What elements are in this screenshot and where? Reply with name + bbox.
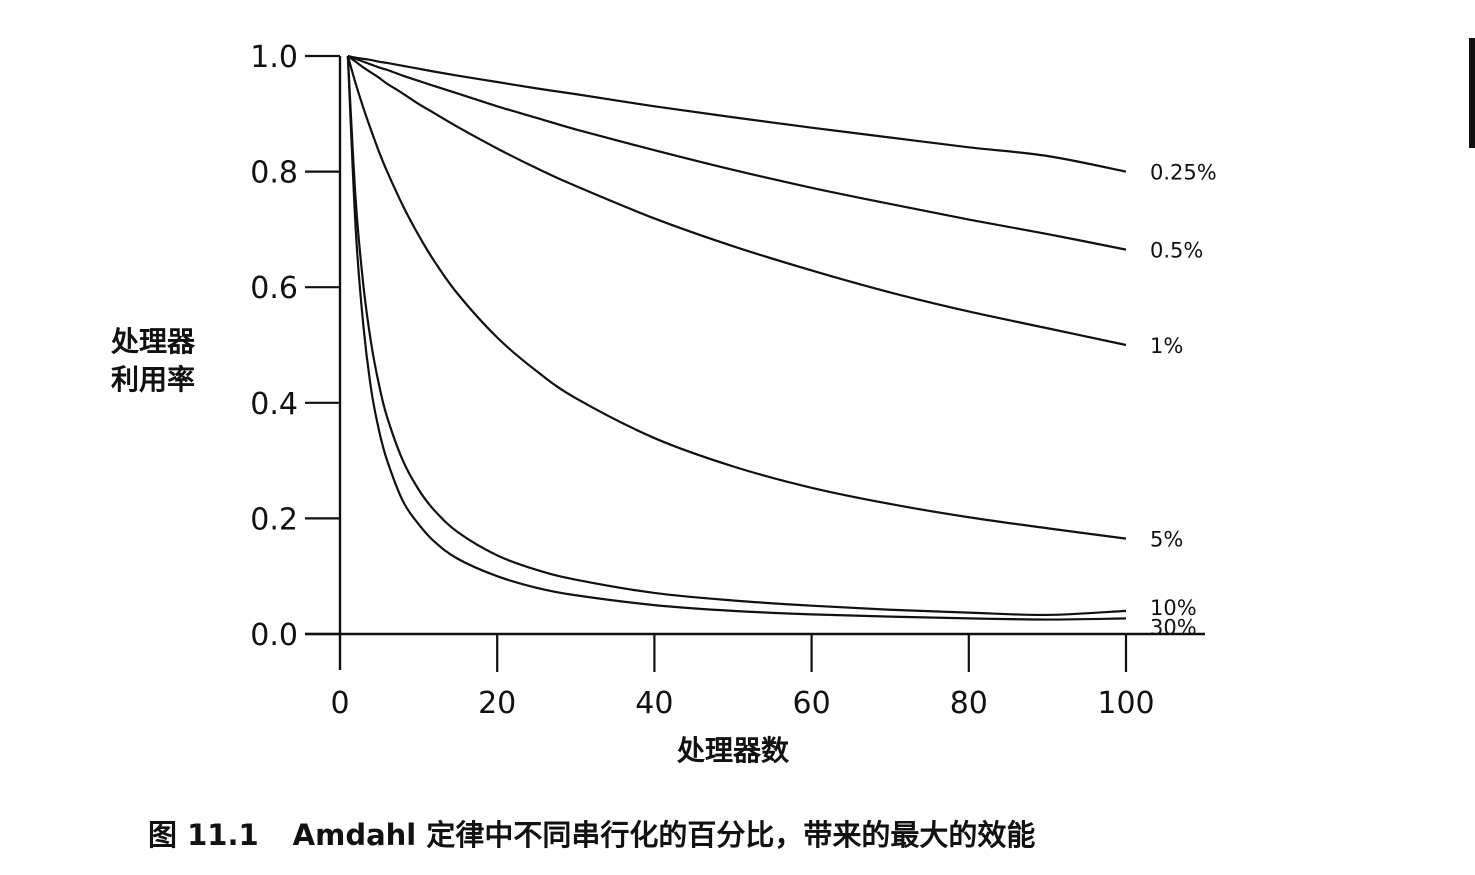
- series-label: 5%: [1150, 528, 1183, 552]
- x-tick-label: 60: [793, 686, 831, 721]
- y-tick-label: 0.4: [250, 387, 298, 422]
- caption-text: Amdahl 定律中不同串行化的百分比，带来的最大的效能: [292, 818, 1036, 852]
- x-tick-label: 20: [478, 686, 516, 721]
- series-label: 10%: [1150, 596, 1197, 620]
- series-curves: [346, 54, 1127, 621]
- scan-edge-mark: [1469, 38, 1475, 148]
- y-tick-label: 1.0: [250, 40, 298, 75]
- series-line-3: [347, 55, 1127, 347]
- series-label: 0.5%: [1150, 239, 1203, 263]
- x-tick-label: 0: [330, 686, 349, 721]
- figure-caption: 图 11.1 Amdahl 定律中不同串行化的百分比，带来的最大的效能: [148, 812, 1035, 856]
- caption-number: 图 11.1: [148, 818, 259, 852]
- x-tick-label: 100: [1097, 686, 1154, 721]
- series-label: 0.25%: [1150, 161, 1217, 185]
- x-ticks: 0 20 40 60 80 100: [330, 634, 1155, 721]
- series-label: 30%: [1150, 615, 1197, 639]
- series-line-2: [347, 54, 1127, 251]
- axis-titles: 处理器数 处理器 利用率: [110, 325, 790, 767]
- chart: 0 20 40 60 80 100 0.0 0.2 0.4 0.6 0.8 1.0 0.25% 0.5…: [110, 40, 1217, 767]
- x-axis-title: 处理器数: [676, 734, 790, 767]
- x-tick-label: 80: [950, 686, 988, 721]
- y-axis-title-line-1: 处理器: [110, 325, 196, 358]
- y-ticks: 0.0 0.2 0.4 0.6 0.8 1.0: [250, 40, 340, 653]
- series-line-6: [346, 55, 1127, 621]
- y-tick-label: 0.2: [250, 502, 298, 537]
- chart-axes: [305, 56, 1205, 670]
- y-tick-label: 0.0: [250, 618, 298, 653]
- y-tick-label: 0.8: [250, 156, 298, 191]
- series-line-4: [346, 55, 1127, 540]
- series-label: 1%: [1150, 334, 1183, 358]
- y-tick-label: 0.6: [250, 271, 298, 306]
- x-tick-label: 40: [635, 686, 673, 721]
- series-labels: 0.25% 0.5% 1% 5% 10%30%: [1150, 161, 1217, 640]
- series-line-1: [347, 54, 1127, 173]
- series-line-5: [346, 55, 1127, 617]
- y-axis-title-line-2: 利用率: [111, 363, 195, 396]
